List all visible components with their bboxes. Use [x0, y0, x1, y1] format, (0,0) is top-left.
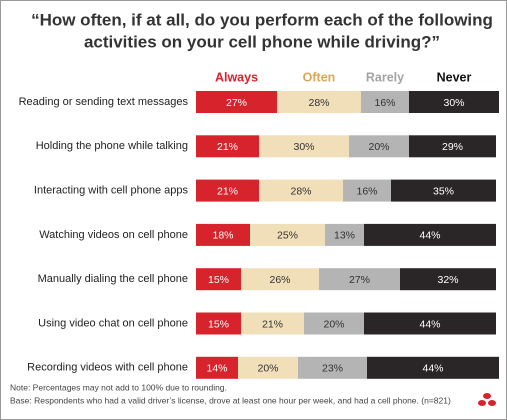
value-label: 25%: [277, 230, 298, 242]
bar-segment: [259, 135, 349, 158]
bar-segment: [259, 179, 343, 202]
chart-title: “How often, if at all, do you perform ea…: [31, 10, 493, 29]
value-label: 26%: [269, 274, 290, 286]
category-label: Using video chat on cell phone: [38, 317, 188, 329]
legend-label: Always: [215, 70, 258, 84]
bar-segment: [361, 91, 409, 113]
value-label: 20%: [323, 318, 344, 330]
bar-segment: [325, 223, 364, 246]
category-label: Recording videos with cell phone: [27, 362, 188, 374]
bar-segment: [277, 91, 361, 113]
value-label: 23%: [322, 363, 343, 375]
value-label: 21%: [217, 185, 238, 197]
value-label: 29%: [442, 141, 463, 153]
bar-segment: [349, 135, 409, 158]
note: Base: Respondents who had a valid driver…: [10, 395, 451, 405]
value-label: 20%: [368, 141, 389, 153]
value-label: 21%: [217, 141, 238, 153]
category-label: Reading or sending text messages: [19, 96, 189, 108]
category-label: Manually dialing the cell phone: [38, 273, 188, 285]
bar-segment: [304, 312, 364, 335]
legend-label: Never: [437, 70, 472, 84]
value-label: 30%: [443, 97, 464, 109]
value-label: 21%: [262, 318, 283, 330]
value-label: 30%: [293, 141, 314, 153]
bar-segment: [241, 312, 304, 335]
bar-segment: [241, 268, 319, 291]
value-label: 28%: [308, 97, 329, 109]
category-label: Watching videos on cell phone: [39, 229, 188, 241]
bar-segment: [391, 179, 496, 202]
bar-segment: [196, 268, 241, 291]
value-label: 28%: [290, 185, 311, 197]
bar-segment: [238, 356, 298, 379]
value-label: 35%: [433, 185, 454, 197]
bar-segment: [367, 356, 499, 379]
bar-segment: [250, 223, 325, 246]
value-label: 16%: [374, 97, 395, 109]
value-label: 44%: [419, 318, 440, 330]
note: Note: Percentages may not add to 100% du…: [10, 382, 227, 392]
bar-segment: [343, 179, 391, 202]
value-label: 15%: [208, 274, 229, 286]
bar-segment: [196, 312, 241, 335]
bar-segment: [196, 223, 250, 246]
bar-segment: [409, 91, 499, 113]
bar-segment: [364, 312, 496, 335]
value-label: 18%: [212, 230, 233, 242]
bar-segment: [298, 356, 367, 379]
value-label: 44%: [422, 363, 443, 375]
value-label: 32%: [437, 274, 458, 286]
bar-segment: [196, 179, 259, 202]
bar-segment: [409, 135, 496, 158]
logo: [478, 393, 496, 406]
bar-segment: [196, 91, 277, 113]
category-label: Interacting with cell phone apps: [34, 185, 189, 197]
category-label: Holding the phone while talking: [36, 140, 188, 152]
bar-segment: [364, 223, 496, 246]
bar-segment: [319, 268, 400, 291]
value-label: 16%: [356, 185, 377, 197]
value-label: 14%: [206, 363, 227, 375]
bar-segment: [196, 356, 238, 379]
legend-label: Rarely: [366, 70, 404, 84]
value-label: 13%: [334, 230, 355, 242]
value-label: 27%: [226, 97, 247, 109]
value-label: 20%: [257, 363, 278, 375]
bar-segment: [400, 268, 496, 291]
value-label: 15%: [208, 318, 229, 330]
chart-title: activities on your cell phone while driv…: [84, 32, 440, 51]
value-label: 44%: [419, 230, 440, 242]
legend-label: Often: [303, 70, 336, 84]
bar-segment: [196, 135, 259, 158]
value-label: 27%: [349, 274, 370, 286]
